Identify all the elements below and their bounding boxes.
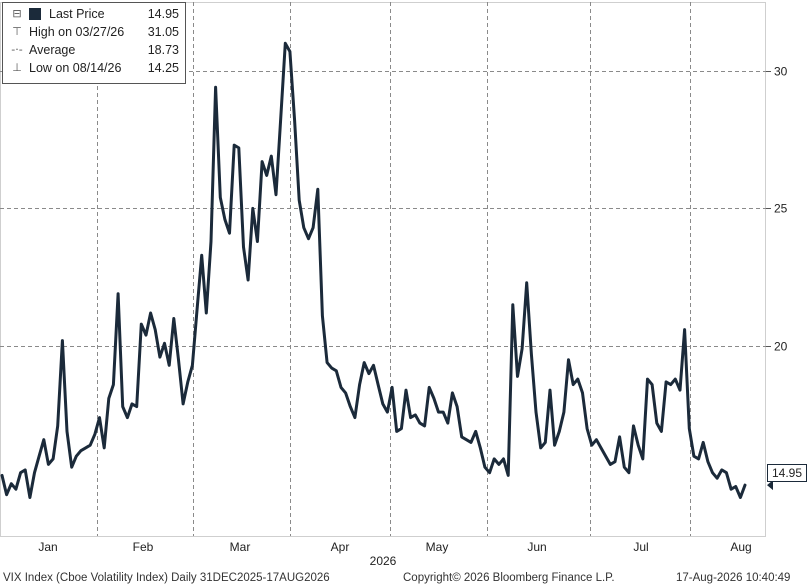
average-marker-icon: -·- xyxy=(11,43,23,56)
x-tick-label: May xyxy=(426,540,449,554)
y-tick-label: 30 xyxy=(774,65,788,79)
footer-security: VIX Index (Cboe Volatility Index) Daily … xyxy=(3,572,330,584)
x-tick-label: Apr xyxy=(331,540,350,554)
legend-average-value: 18.73 xyxy=(147,43,179,57)
vix-line-chart: Jan Feb Mar Apr May Jun Jul Aug 2026 20 25 30 xyxy=(0,2,788,568)
last-value-pointer xyxy=(767,480,773,491)
y-tick-label: 20 xyxy=(774,340,788,354)
legend-high-value: 31.05 xyxy=(147,25,179,39)
legend-high-label: High on 03/27/26 xyxy=(29,25,125,39)
x-tick-label: Feb xyxy=(133,540,154,554)
legend-last-price: ⊟ Last Price 14.95 xyxy=(9,6,179,22)
x-tick-label: Jan xyxy=(38,540,57,554)
chart-legend: ⊟ Last Price 14.95 ⊤ High on 03/27/26 31… xyxy=(2,2,186,84)
y-tick-label: 25 xyxy=(774,202,788,216)
x-tick-label: Jun xyxy=(527,540,546,554)
series-line-last-price xyxy=(0,41,747,499)
x-tick-label: Mar xyxy=(230,540,251,554)
legend-low-label: Low on 08/14/26 xyxy=(29,61,122,75)
series-swatch xyxy=(29,8,41,20)
legend-low: ⊥ Low on 08/14/26 14.25 xyxy=(9,60,179,76)
legend-average: -·- Average 18.73 xyxy=(9,42,179,58)
collapse-icon[interactable]: ⊟ xyxy=(12,7,22,20)
x-tick-label: Aug xyxy=(730,540,751,554)
low-marker-icon: ⊥ xyxy=(12,61,22,74)
legend-average-label: Average xyxy=(29,43,76,57)
high-marker-icon: ⊤ xyxy=(12,25,22,38)
footer-copyright: Copyright© 2026 Bloomberg Finance L.P. xyxy=(403,572,615,584)
legend-last-price-value: 14.95 xyxy=(147,7,179,21)
year-label: 2026 xyxy=(370,554,397,568)
legend-high: ⊤ High on 03/27/26 31.05 xyxy=(9,24,179,40)
legend-low-value: 14.25 xyxy=(147,61,179,75)
x-tick-label: Jul xyxy=(633,540,648,554)
footer-timestamp: 17-Aug-2026 10:40:49 xyxy=(676,572,791,584)
legend-last-price-label: Last Price xyxy=(49,7,105,21)
plot-frame xyxy=(0,2,766,537)
last-value-label: 14.95 xyxy=(767,464,807,482)
chart-footer: VIX Index (Cboe Volatility Index) Daily … xyxy=(0,569,809,587)
